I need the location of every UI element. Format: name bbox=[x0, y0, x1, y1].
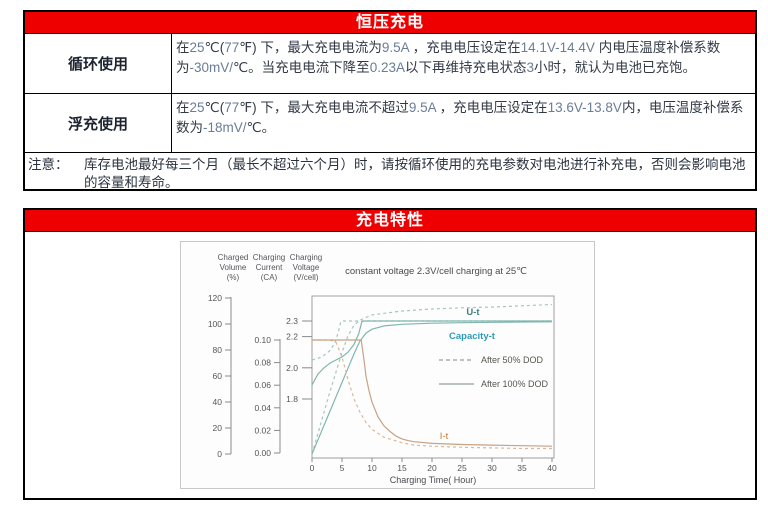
table-row: 循环使用 在25℃(77℉) 下，最大充电电流为9.5A ，充电电压设定在14.… bbox=[25, 34, 755, 94]
note-row: 注意： 库存电池最好每三个月（最长不超过六个月）时，请按循环使用的充电参数对电池… bbox=[25, 153, 755, 190]
row-body-float-use: 在25℃(77℉) 下，最大充电电流不超过9.5A ，充电电压设定在13.6V-… bbox=[176, 100, 744, 135]
svg-text:Capacity-t: Capacity-t bbox=[449, 331, 496, 342]
svg-text:0.10: 0.10 bbox=[254, 335, 271, 345]
svg-text:Charging: Charging bbox=[253, 253, 285, 262]
svg-text:U-t: U-t bbox=[466, 307, 480, 318]
svg-text:0.06: 0.06 bbox=[254, 380, 271, 390]
row-body-cycle-use: 在25℃(77℉) 下，最大充电电流为9.5A ，充电电压设定在14.1V-14… bbox=[176, 40, 721, 75]
svg-text:30: 30 bbox=[487, 463, 497, 473]
svg-text:(V/cell): (V/cell) bbox=[294, 273, 319, 282]
svg-text:10: 10 bbox=[367, 463, 377, 473]
constant-voltage-charging-table: 恒压充电 循环使用 在25℃(77℉) 下，最大充电电流为9.5A ，充电电压设… bbox=[23, 10, 757, 191]
chart-section-title: 充电特性 bbox=[25, 210, 755, 232]
row-header-float-use: 浮充使用 bbox=[25, 94, 172, 152]
row-header-cycle-use: 循环使用 bbox=[25, 34, 172, 93]
svg-text:2.2: 2.2 bbox=[286, 332, 298, 342]
svg-text:20: 20 bbox=[427, 463, 437, 473]
svg-text:Voltage: Voltage bbox=[293, 263, 320, 272]
svg-text:I-t: I-t bbox=[440, 431, 449, 442]
note-text: 库存电池最好每三个月（最长不超过六个月）时，请按循环使用的充电参数对电池进行补充… bbox=[84, 157, 746, 190]
note-label: 注意： bbox=[28, 157, 69, 172]
svg-text:2.0: 2.0 bbox=[286, 363, 298, 373]
svg-text:120: 120 bbox=[208, 293, 222, 303]
svg-text:(%): (%) bbox=[227, 273, 240, 282]
svg-text:40: 40 bbox=[547, 463, 557, 473]
svg-text:60: 60 bbox=[213, 371, 223, 381]
charging-characteristics-chart: ChargedVolume(%)ChargingCurrent(CA)Charg… bbox=[208, 253, 557, 485]
svg-text:40: 40 bbox=[213, 397, 223, 407]
svg-text:constant voltage 2.3V/cell cha: constant voltage 2.3V/cell charging at 2… bbox=[345, 266, 527, 277]
chart-content: Charged Volume (%) Charging Current (CA) Charg… bbox=[25, 232, 755, 498]
svg-text:15: 15 bbox=[397, 463, 407, 473]
svg-text:After 100% DOD: After 100% DOD bbox=[481, 379, 549, 389]
svg-text:2.3: 2.3 bbox=[286, 316, 298, 326]
svg-text:0: 0 bbox=[310, 463, 315, 473]
svg-text:0.02: 0.02 bbox=[254, 425, 271, 435]
svg-text:80: 80 bbox=[213, 345, 223, 355]
svg-text:25: 25 bbox=[457, 463, 467, 473]
svg-text:Charging: Charging bbox=[290, 253, 322, 262]
svg-text:After 50% DOD: After 50% DOD bbox=[481, 355, 544, 365]
svg-text:(CA): (CA) bbox=[261, 273, 278, 282]
svg-text:0.04: 0.04 bbox=[254, 403, 271, 413]
table-row: 浮充使用 在25℃(77℉) 下，最大充电电流不超过9.5A ，充电电压设定在1… bbox=[25, 94, 755, 153]
svg-text:0: 0 bbox=[217, 449, 222, 459]
chart-image-frame: Charged Volume (%) Charging Current (CA) Charg… bbox=[180, 241, 595, 489]
svg-text:Current: Current bbox=[256, 263, 283, 272]
svg-text:0.00: 0.00 bbox=[254, 448, 271, 458]
svg-text:Volume: Volume bbox=[220, 263, 247, 272]
charging-characteristics-panel: 充电特性 Charged Volume (%) Charging Current (CA)… bbox=[23, 208, 757, 500]
svg-text:5: 5 bbox=[340, 463, 345, 473]
table-title: 恒压充电 bbox=[25, 12, 755, 34]
svg-text:100: 100 bbox=[208, 319, 222, 329]
svg-text:1.8: 1.8 bbox=[286, 394, 298, 404]
svg-text:35: 35 bbox=[517, 463, 527, 473]
svg-text:20: 20 bbox=[213, 423, 223, 433]
svg-text:0.08: 0.08 bbox=[254, 358, 271, 368]
svg-text:Charging Time( Hour): Charging Time( Hour) bbox=[390, 475, 477, 485]
svg-text:Charged: Charged bbox=[218, 253, 249, 262]
